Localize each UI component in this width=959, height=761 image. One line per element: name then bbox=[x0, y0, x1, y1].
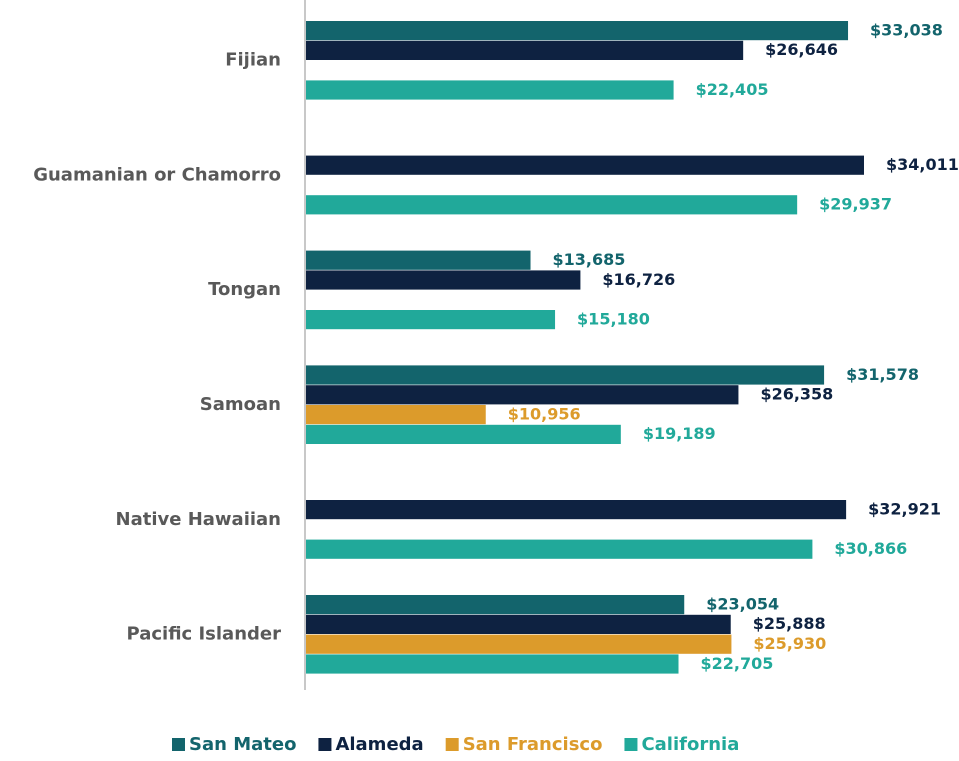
bar bbox=[306, 270, 581, 290]
legend-label: Alameda bbox=[335, 734, 423, 755]
value-label: $22,705 bbox=[701, 654, 774, 673]
bar bbox=[306, 654, 679, 674]
value-label: $13,685 bbox=[553, 250, 626, 269]
value-label: $25,930 bbox=[753, 634, 826, 653]
category-label: Pacific Islander bbox=[127, 624, 282, 645]
bar bbox=[306, 80, 674, 100]
legend-swatch bbox=[172, 738, 185, 751]
legend-label: California bbox=[641, 734, 739, 755]
value-label: $26,646 bbox=[765, 40, 838, 59]
value-label: $22,405 bbox=[696, 80, 769, 99]
category-label: Guamanian or Chamorro bbox=[33, 164, 281, 185]
value-label: $29,937 bbox=[819, 195, 892, 214]
bar bbox=[306, 634, 732, 654]
bar bbox=[306, 40, 744, 60]
value-label: $30,866 bbox=[834, 539, 907, 558]
bar bbox=[306, 250, 531, 270]
bar bbox=[306, 385, 739, 405]
value-label: $34,011 bbox=[886, 155, 959, 174]
value-label: $16,726 bbox=[602, 270, 675, 289]
bar bbox=[306, 424, 621, 444]
bar bbox=[306, 405, 486, 425]
bar bbox=[306, 500, 847, 520]
value-label: $33,038 bbox=[870, 20, 943, 39]
category-label: Samoan bbox=[200, 394, 281, 415]
bar bbox=[306, 195, 798, 215]
legend-swatch bbox=[445, 738, 459, 751]
bar bbox=[306, 21, 849, 41]
value-label: $31,578 bbox=[846, 365, 919, 384]
legend-label: San Francisco bbox=[463, 734, 603, 755]
bar bbox=[306, 595, 685, 615]
category-label: Tongan bbox=[208, 279, 281, 300]
category-label: Fijian bbox=[225, 50, 281, 71]
value-label: $26,358 bbox=[760, 385, 833, 404]
value-label: $19,189 bbox=[643, 424, 716, 443]
bar bbox=[306, 614, 731, 634]
bar bbox=[306, 365, 825, 385]
value-label: $32,921 bbox=[868, 499, 941, 518]
value-label: $25,888 bbox=[753, 614, 826, 633]
bar bbox=[306, 310, 556, 330]
bar bbox=[306, 155, 864, 175]
value-label: $15,180 bbox=[577, 309, 650, 328]
legend-label: San Mateo bbox=[189, 734, 296, 755]
bar bbox=[306, 539, 813, 559]
value-label: $23,054 bbox=[706, 594, 779, 613]
legend-swatch bbox=[624, 738, 638, 751]
legend-swatch bbox=[318, 738, 332, 751]
value-label: $10,956 bbox=[508, 404, 581, 423]
category-label: Native Hawaiian bbox=[116, 509, 281, 530]
